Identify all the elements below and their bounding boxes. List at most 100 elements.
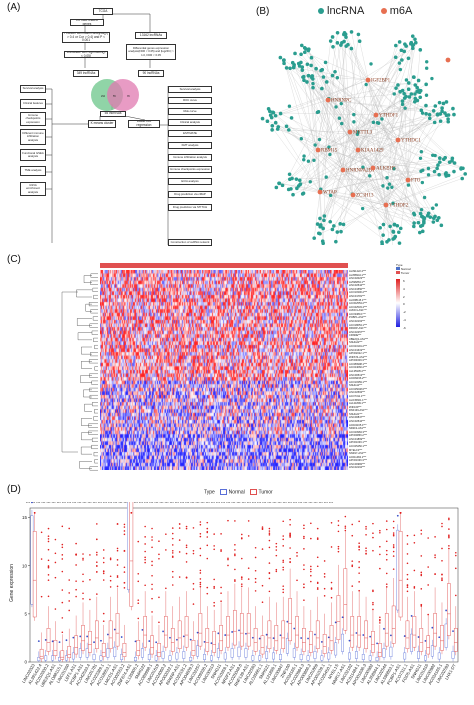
dendrogram-branch [81,346,92,355]
lncrna-node [330,227,335,232]
lncrna-node [276,125,281,129]
boxplot-legend-normal-swatch [220,489,228,495]
tumor-outlier [316,537,319,539]
tumor-box [108,620,113,649]
network-edge [342,169,421,214]
tumor-outlier [310,565,312,568]
tumor-outlier [199,578,202,580]
tumor-outlier [351,523,354,526]
tumor-outlier [220,600,222,602]
network-edge [272,125,399,141]
lncrna-node [355,132,360,136]
tumor-outlier [282,520,285,523]
tumor-outlier [441,522,443,525]
normal-outlier [120,636,123,638]
tumor-outlier [358,561,360,563]
tumor-box [405,620,410,649]
tumor-outlier [185,527,188,530]
network-edge [357,51,405,151]
tumor-outlier [158,596,160,599]
lncrna-node [368,174,372,178]
lncrna-node [400,58,404,62]
lncrna-node [432,169,437,174]
normal-box [320,655,324,661]
lncrna-node [409,92,414,96]
lncrna-node [420,180,425,185]
tumor-outlier [427,566,429,568]
network-edge [322,69,329,101]
tumor-box [447,583,451,636]
heatmap-row-label: ACO10300.2*** [349,291,368,295]
tumor-outlier [268,527,271,530]
tumor-outlier [372,536,374,539]
dendrogram-branch [91,380,98,385]
normal-box [237,646,241,658]
normal-outlier [341,616,344,619]
normal-box [251,655,255,661]
network-edge [319,76,414,193]
dendrogram-branch [94,459,98,464]
network-edge [278,183,354,196]
network-edge [345,34,399,141]
heatmap-row-label: LINC02544*** [349,284,366,288]
heatmap-row-label: ALO88115.1*** [349,298,367,302]
tumor-outlier [199,583,202,586]
network-edge [407,179,425,219]
normal-outlier [272,637,275,640]
tumor-outlier [406,586,409,589]
network-edge [312,75,369,81]
tumor-outlier [47,574,50,576]
lncrna-node [321,75,326,79]
tumor-outlier [282,559,285,562]
lncrna-node [431,220,436,224]
network-edge [311,57,329,101]
tumor-outlier [116,585,119,588]
tumor-outlier [330,596,333,599]
tumor-outlier [213,601,215,604]
lncrna-node [357,39,362,44]
boxplot-legend-tumor-swatch [250,489,258,495]
lncrna-node [437,100,442,105]
heatmap-row-label: SNHG11*** [349,384,363,388]
normal-box [65,655,68,661]
tumor-outlier [151,574,153,577]
tumor-outlier [379,545,381,548]
lncrna-node [380,117,384,121]
normal-box [424,655,427,661]
network-edge [303,80,374,169]
tumor-outlier [213,605,215,607]
normal-outlier [438,636,441,639]
tumor-outlier [427,584,429,586]
normal-box [279,654,282,660]
lncrna-node [451,106,455,111]
dendrogram-branch [81,432,92,441]
heatmap-legend-type-title: Type [396,263,403,267]
tumor-outlier [316,527,319,530]
tumor-outlier [448,536,450,539]
dendrogram-branch [93,295,98,299]
heatmap-row-label: ACO7311.1*** [349,395,366,398]
heatmap-row-label: LMCD1-AS1*** [349,309,367,313]
heatmap-row-label: ACO20984.3*** [349,430,368,434]
normal-box [44,655,48,661]
tumor-outlier [448,534,450,537]
lncrna-node [404,94,408,99]
tumor-outlier [54,608,57,610]
tumor-outlier [330,521,333,524]
tumor-outlier [358,546,360,549]
lncrna-node [412,211,416,216]
heatmap-color-scale [396,279,400,327]
lncrna-node [424,103,428,108]
network-edge [352,118,449,196]
tumor-outlier [206,544,209,547]
tumor-outlier [240,537,243,539]
tumor-outlier [213,587,215,589]
network-edge [314,191,321,239]
tumor-outlier [344,527,347,529]
tumor-outlier [434,573,436,575]
lncrna-node [278,111,283,116]
tumor-outlier [413,569,416,572]
tumor-outlier [171,556,174,558]
tumor-outlier [316,581,319,584]
normal-outlier [320,641,323,643]
